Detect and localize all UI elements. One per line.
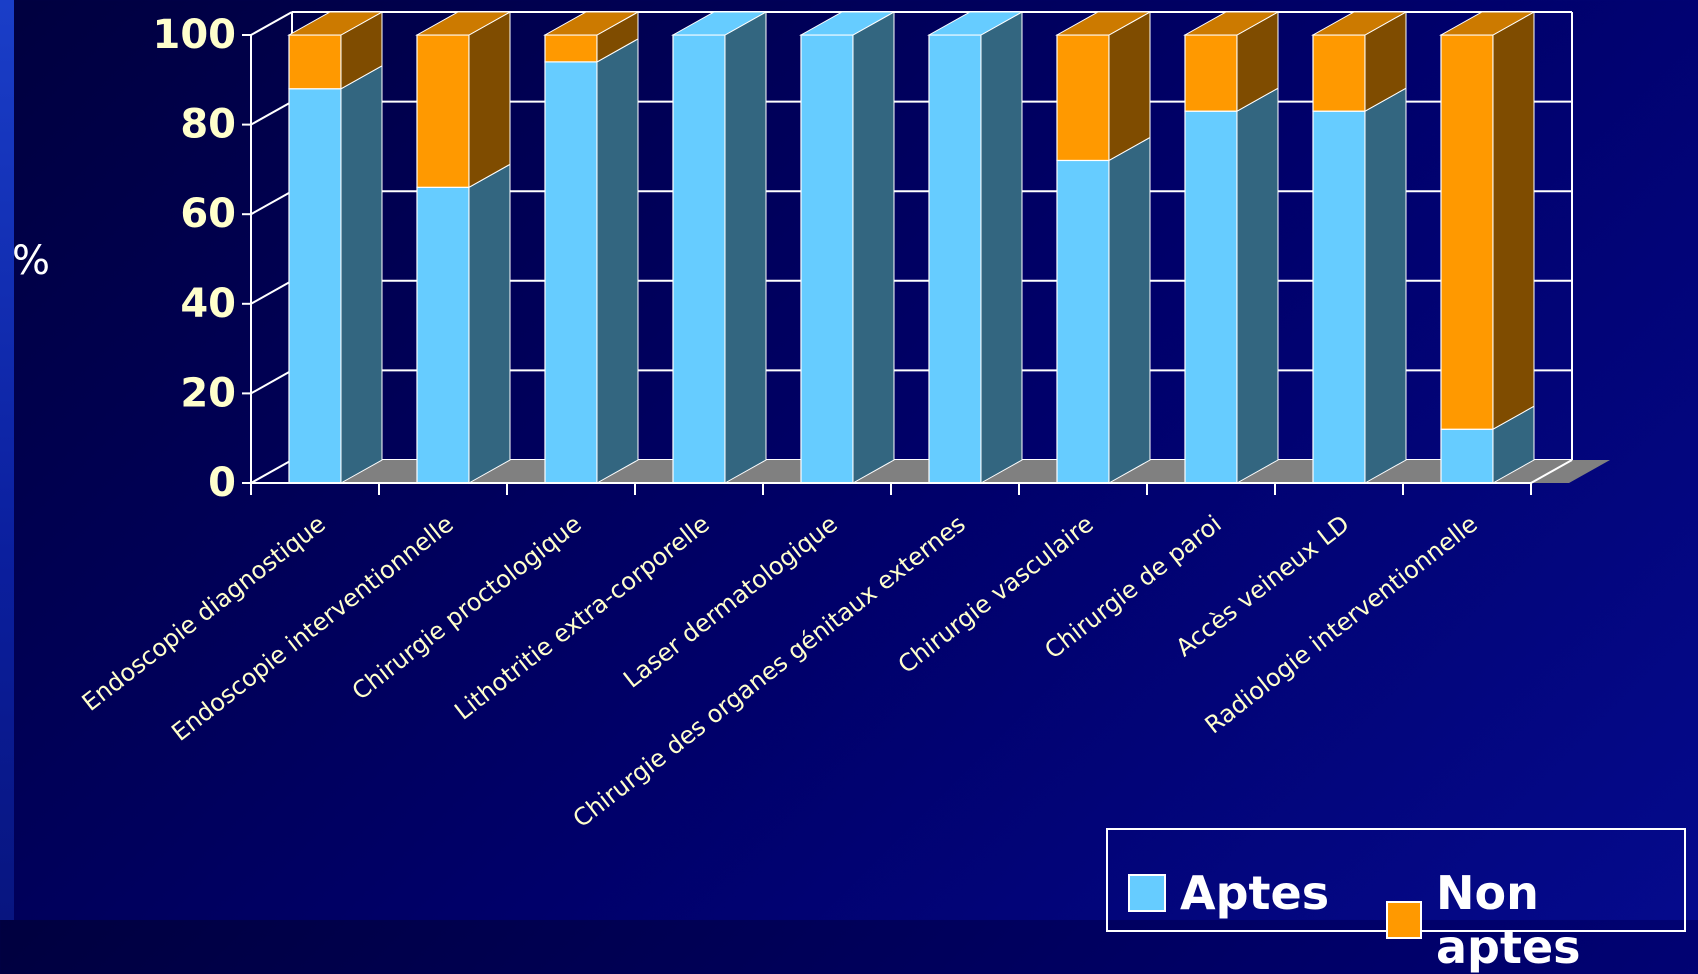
- legend-label-aptes: Aptes: [1180, 866, 1330, 920]
- bar-aptes-side: [340, 64, 383, 484]
- bar-aptes-front: [1184, 110, 1238, 484]
- bar-aptes-side: [980, 11, 1023, 484]
- bar-non-aptes-front: [416, 34, 470, 188]
- bar-top-face: [287, 11, 384, 36]
- bar-aptes-front: [800, 34, 854, 484]
- bar-non-aptes-side: [1108, 11, 1151, 162]
- bars-layer: [287, 11, 1536, 484]
- bar-top-face: [1183, 11, 1280, 36]
- legend-swatch-non-aptes: [1386, 901, 1423, 939]
- bar-non-aptes-side: [1492, 11, 1535, 431]
- bar-aptes-side: [852, 11, 895, 484]
- side-wall-gridline: [250, 459, 293, 484]
- x-category-label: Radiologie interventionnelle: [1200, 510, 1483, 740]
- slide-accent-bar: [0, 0, 14, 920]
- bar-aptes-front: [544, 61, 598, 484]
- bar-aptes-front: [1440, 428, 1494, 484]
- side-wall-gridline: [250, 279, 293, 305]
- legend-item-non-aptes: Non aptes: [1386, 866, 1684, 974]
- bar-aptes-front: [672, 34, 726, 484]
- bar-aptes-side: [596, 38, 639, 484]
- y-tick-label: 100: [153, 12, 237, 58]
- y-tick-label: 80: [180, 102, 236, 148]
- y-axis-label: %: [12, 238, 51, 284]
- y-tick-label: 0: [208, 460, 236, 506]
- bar-aptes-side: [1108, 136, 1151, 484]
- x-category-label: Laser dermatologique: [618, 510, 842, 694]
- bar-top-face: [415, 11, 512, 36]
- bar-non-aptes-front: [544, 34, 598, 63]
- bar-aptes-side: [724, 11, 767, 484]
- bar-non-aptes-side: [468, 11, 511, 189]
- bar-non-aptes-front: [1056, 34, 1110, 162]
- y-tick-label: 40: [180, 281, 236, 327]
- side-wall-gridline: [250, 11, 293, 36]
- bar-top-face: [671, 11, 768, 36]
- side-wall-gridline: [250, 190, 293, 216]
- bar-non-aptes-front: [1312, 34, 1366, 112]
- side-wall-gridline: [250, 369, 293, 395]
- bar-aptes-front: [1056, 159, 1110, 484]
- bar-aptes-side: [1364, 87, 1407, 484]
- legend-item-aptes: Aptes: [1128, 866, 1329, 920]
- bar-top-face: [1311, 11, 1408, 36]
- bar-non-aptes-front: [1440, 34, 1494, 430]
- bar-top-face: [1055, 11, 1152, 36]
- legend-swatch-aptes: [1128, 874, 1166, 912]
- floor-right-edge: [1530, 459, 1573, 484]
- bar-aptes-front: [288, 88, 342, 484]
- side-wall-gridline: [250, 100, 293, 126]
- bar-top-face: [1439, 11, 1536, 36]
- y-tick-label: 20: [180, 370, 236, 416]
- bar-aptes-front: [416, 186, 470, 484]
- bar-top-face: [799, 11, 896, 36]
- bar-top-face: [927, 11, 1024, 36]
- bar-aptes-side: [1236, 87, 1279, 484]
- bar-aptes-side: [468, 163, 511, 484]
- x-category-label: Chirurgie proctologique: [347, 510, 587, 706]
- bar-aptes-front: [928, 34, 982, 484]
- bar-non-aptes-front: [288, 34, 342, 90]
- bar-top-face: [543, 11, 640, 36]
- legend-label-non-aptes: Non aptes: [1436, 866, 1581, 974]
- y-tick-label: 60: [180, 191, 236, 237]
- bar-aptes-front: [1312, 110, 1366, 484]
- x-category-label: Lithotritie extra-corporelle: [449, 510, 714, 726]
- legend: Aptes Non aptes: [1106, 828, 1686, 974]
- bar-non-aptes-front: [1184, 34, 1238, 112]
- x-category-label: Endoscopie diagnostique: [77, 510, 331, 717]
